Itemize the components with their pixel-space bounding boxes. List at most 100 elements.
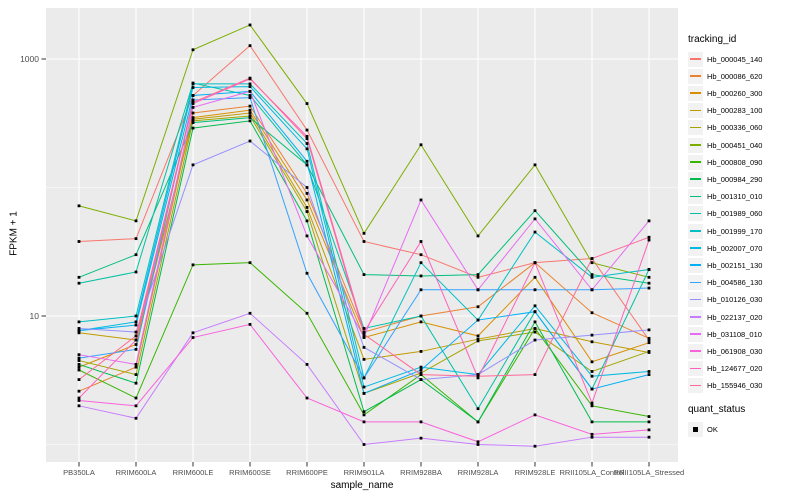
data-point [134, 237, 138, 241]
data-point [305, 163, 309, 167]
y-axis-tick-label: 10 [30, 311, 40, 321]
legend-item-label: Hb_002151_130 [707, 260, 763, 270]
legend-key-swatch [688, 189, 703, 205]
data-point [248, 116, 252, 119]
legend-item-label: Hb_010126_030 [707, 295, 763, 305]
x-axis-tick-label: RRIM600SE [229, 468, 271, 477]
x-axis-tick-label: RRIM928LA [457, 468, 499, 477]
data-point [590, 275, 594, 279]
data-point [134, 365, 138, 369]
legend-item-Hb_061908_030: Hb_061908_030 [688, 343, 762, 359]
data-point [590, 360, 594, 364]
data-point [305, 137, 309, 141]
data-point [191, 48, 195, 52]
legend-title-quant-status: quant_status [688, 404, 746, 415]
legend-key-swatch [688, 206, 703, 222]
x-axis-tick-label: RRII105LA_Stressed [613, 468, 685, 477]
legend-key-swatch [688, 171, 703, 187]
data-point [419, 261, 423, 265]
data-point [305, 159, 309, 163]
data-point [362, 273, 366, 276]
data-point [248, 89, 252, 93]
data-point [77, 320, 81, 324]
colored-line-icon [690, 144, 701, 146]
data-point [248, 82, 252, 86]
data-point [419, 198, 423, 202]
legend-item-label: Hb_000086_620 [707, 71, 763, 81]
data-point [476, 376, 480, 380]
data-point [647, 338, 651, 342]
data-point [191, 121, 195, 124]
data-point [134, 343, 138, 346]
data-point [647, 341, 651, 345]
data-point [305, 142, 309, 145]
data-point [533, 275, 537, 279]
data-point [191, 336, 195, 339]
legend-key-swatch [688, 240, 703, 256]
legend-item-label: Hb_031108_010 [707, 329, 762, 339]
colored-line-icon [690, 92, 701, 95]
legend-item-label: Hb_001310_010 [707, 192, 763, 202]
data-point [305, 198, 309, 202]
data-point [476, 407, 480, 411]
data-point [248, 85, 252, 88]
data-point [77, 240, 81, 243]
legend-item-label: Hb_022137_020 [707, 312, 763, 322]
data-point [533, 320, 537, 324]
data-point [248, 114, 252, 118]
legend-item-quant-ok: OK [688, 421, 718, 437]
x-axis-tick-label: RRIM928BA [400, 468, 442, 477]
data-point [248, 23, 252, 27]
data-point [476, 374, 480, 378]
data-point [305, 363, 309, 366]
colored-line-icon [690, 230, 701, 232]
data-point [77, 331, 81, 335]
colored-line-icon [690, 109, 701, 112]
legend-key-swatch [688, 120, 703, 136]
data-point [77, 389, 81, 393]
data-point [134, 416, 138, 420]
legend-key-swatch [688, 361, 703, 377]
legend-key-swatch [688, 275, 703, 291]
data-point [647, 415, 651, 418]
legend-item-Hb_000451_040: Hb_000451_040 [688, 137, 762, 153]
data-point [191, 98, 195, 102]
data-point [305, 186, 309, 189]
legend-key-swatch [688, 292, 703, 308]
legend-item-label: Hb_001989_060 [707, 209, 763, 219]
x-axis-tick-label: RRII105LA_Control [559, 468, 625, 477]
x-axis-tick-label: RRIM600PE [286, 468, 328, 477]
data-point [476, 373, 480, 376]
colored-line-icon [690, 212, 701, 215]
data-point [77, 275, 81, 279]
series-points-Hb_000336_060 [77, 114, 651, 395]
data-point [77, 327, 81, 330]
legend-key-swatch [688, 223, 703, 239]
data-point [134, 404, 138, 408]
data-point [77, 365, 81, 369]
data-point [134, 219, 138, 223]
series-points-Hb_155946_030 [77, 76, 651, 381]
data-point [305, 147, 309, 151]
data-point [134, 320, 138, 324]
legend-item-Hb_124677_020: Hb_124677_020 [688, 361, 762, 377]
data-point [248, 311, 252, 315]
colored-line-icon [690, 126, 701, 129]
legend-item-label: Hb_000283_100 [707, 106, 763, 116]
colored-line-icon [690, 247, 701, 249]
data-point [305, 134, 309, 138]
legend-item-label: OK [707, 424, 718, 434]
data-point [476, 288, 480, 292]
data-point [248, 139, 252, 143]
x-axis-tick-label: PB350LA [63, 468, 95, 477]
data-point [362, 240, 366, 243]
data-point [191, 119, 195, 123]
data-point [134, 381, 138, 385]
data-point [362, 345, 366, 349]
data-point [419, 240, 423, 243]
data-point [590, 387, 594, 391]
legend-key-swatch [688, 51, 703, 67]
x-axis-tick-label: RRIM600LA [115, 468, 157, 477]
data-point [191, 94, 195, 97]
legend-key-swatch [688, 85, 703, 101]
